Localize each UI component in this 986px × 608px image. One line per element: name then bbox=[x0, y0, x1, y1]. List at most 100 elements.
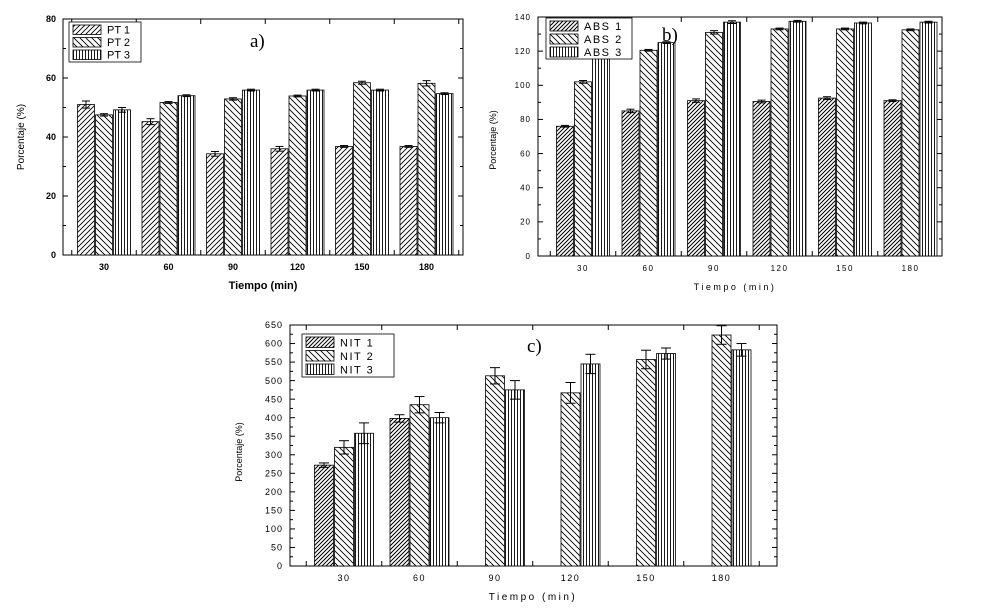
bar-pt-3-120 bbox=[306, 89, 325, 256]
y-tick-label: 0 bbox=[51, 250, 56, 260]
x-tick-label: 150 bbox=[354, 262, 369, 272]
y-tick-label: 150 bbox=[265, 506, 283, 516]
bar-abs-3-60 bbox=[657, 42, 676, 257]
legend-label: ABS 2 bbox=[584, 34, 623, 46]
y-tick-label: 40 bbox=[46, 132, 56, 142]
y-tick-label: 300 bbox=[265, 450, 283, 460]
bar-abs-1-90 bbox=[687, 100, 705, 257]
y-tick-label: 500 bbox=[265, 376, 283, 386]
x-tick-label: 60 bbox=[163, 262, 173, 272]
y-axis-title: Porcentaje (%) bbox=[234, 422, 244, 482]
bar-nit-2-180 bbox=[711, 334, 732, 567]
legend-label: ABS 1 bbox=[584, 21, 623, 33]
x-tick-label: 180 bbox=[712, 573, 732, 583]
bar-pt-3-60 bbox=[177, 95, 196, 256]
bar-pt-3-180 bbox=[435, 93, 454, 256]
x-tick-label: 30 bbox=[337, 573, 350, 583]
y-axis-title: Porcentaje (%) bbox=[16, 104, 27, 170]
legend-swatch bbox=[72, 49, 102, 60]
bar-abs-3-90 bbox=[723, 21, 741, 257]
y-tick-label: 60 bbox=[520, 149, 531, 158]
bar-abs-2-90 bbox=[705, 31, 723, 257]
bar-abs-1-60 bbox=[621, 110, 640, 257]
panel-label: a) bbox=[250, 31, 265, 52]
y-tick-label: 100 bbox=[515, 81, 531, 90]
y-tick-label: 250 bbox=[265, 468, 283, 478]
bar-nit-1-30 bbox=[314, 464, 334, 567]
y-tick-label: 0 bbox=[526, 252, 531, 261]
bar-pt-1-120 bbox=[270, 148, 289, 256]
bar-pt-2-30 bbox=[95, 114, 113, 256]
x-tick-label: 60 bbox=[643, 264, 655, 273]
x-tick-label: 90 bbox=[708, 264, 720, 273]
y-tick-label: 80 bbox=[46, 14, 56, 24]
legend: PT 1PT 2PT 3 bbox=[68, 21, 142, 63]
bar-nit-2-60 bbox=[409, 404, 430, 567]
bar-nit-3-180 bbox=[731, 349, 752, 567]
legend-label: NIT 2 bbox=[340, 351, 374, 363]
bar-pt-2-60 bbox=[159, 102, 178, 256]
y-tick-label: 0 bbox=[277, 561, 283, 571]
bar-nit-3-30 bbox=[354, 432, 374, 567]
bar-nit-2-90 bbox=[485, 375, 505, 567]
y-tick-label: 600 bbox=[265, 339, 283, 349]
x-tick-label: 120 bbox=[561, 573, 581, 583]
y-tick-label: 550 bbox=[265, 357, 283, 367]
legend-swatch bbox=[305, 363, 335, 375]
bar-pt-1-150 bbox=[335, 146, 353, 256]
bar-abs-2-180 bbox=[901, 29, 920, 257]
bar-abs-1-150 bbox=[818, 97, 836, 257]
legend-swatch bbox=[549, 33, 579, 45]
legend-label: PT 2 bbox=[107, 37, 130, 49]
bar-pt-3-150 bbox=[371, 89, 389, 256]
bar-pt-2-150 bbox=[353, 82, 371, 256]
y-tick-label: 50 bbox=[271, 543, 283, 553]
bar-abs-1-120 bbox=[752, 101, 771, 257]
bar-nit-2-30 bbox=[334, 446, 354, 567]
x-tick-label: 120 bbox=[771, 264, 789, 273]
bar-abs-3-180 bbox=[919, 21, 938, 257]
legend-swatch bbox=[305, 350, 335, 362]
x-tick-label: 180 bbox=[902, 264, 920, 273]
chart-panel-1: 0 20 40 60 80 30 60 90 120 150 180 PT 1PT 2PT 3 a) Po… bbox=[16, 14, 464, 292]
bar-pt-3-90 bbox=[242, 89, 260, 256]
bar-abs-2-30 bbox=[574, 81, 592, 257]
panel-label: c) bbox=[527, 336, 542, 357]
bar-pt-2-180 bbox=[417, 82, 436, 256]
bar-nit-3-60 bbox=[429, 417, 450, 567]
bar-pt-2-90 bbox=[224, 98, 242, 256]
y-tick-label: 80 bbox=[520, 115, 531, 124]
bar-pt-1-180 bbox=[399, 146, 418, 256]
x-axis-title: Tiempo (min) bbox=[489, 592, 578, 603]
x-tick-label: 90 bbox=[488, 573, 501, 583]
legend-swatch bbox=[72, 37, 102, 48]
bar-abs-3-120 bbox=[788, 20, 807, 257]
bar-abs-3-30 bbox=[592, 54, 610, 257]
bar-nit-1-60 bbox=[389, 418, 410, 567]
x-tick-label: 60 bbox=[413, 573, 426, 583]
y-tick-label: 200 bbox=[265, 487, 283, 497]
legend-swatch bbox=[72, 24, 102, 35]
legend-label: PT 3 bbox=[107, 50, 130, 62]
chart-panel-3: 0 50 100 150 200 250 300 350 400 450 500 550 600 650 3… bbox=[234, 320, 778, 603]
x-tick-label: 30 bbox=[577, 264, 589, 273]
bar-nit-2-150 bbox=[636, 359, 656, 567]
y-tick-label: 20 bbox=[520, 218, 531, 227]
bar-abs-1-30 bbox=[556, 125, 574, 257]
y-tick-label: 650 bbox=[265, 320, 283, 330]
x-tick-label: 30 bbox=[99, 262, 109, 272]
legend-swatch bbox=[549, 20, 579, 32]
y-tick-label: 20 bbox=[46, 191, 56, 201]
x-tick-label: 150 bbox=[836, 264, 854, 273]
legend-label: NIT 1 bbox=[340, 338, 374, 350]
y-tick-label: 60 bbox=[46, 73, 56, 83]
bar-pt-1-60 bbox=[141, 121, 160, 256]
x-axis-title: Tiempo (min) bbox=[694, 282, 777, 292]
bar-pt-1-30 bbox=[77, 104, 95, 256]
x-tick-label: 180 bbox=[419, 262, 434, 272]
y-tick-label: 400 bbox=[265, 413, 283, 423]
x-axis-title: Tiempo (min) bbox=[229, 280, 298, 292]
legend-swatch bbox=[305, 336, 335, 348]
